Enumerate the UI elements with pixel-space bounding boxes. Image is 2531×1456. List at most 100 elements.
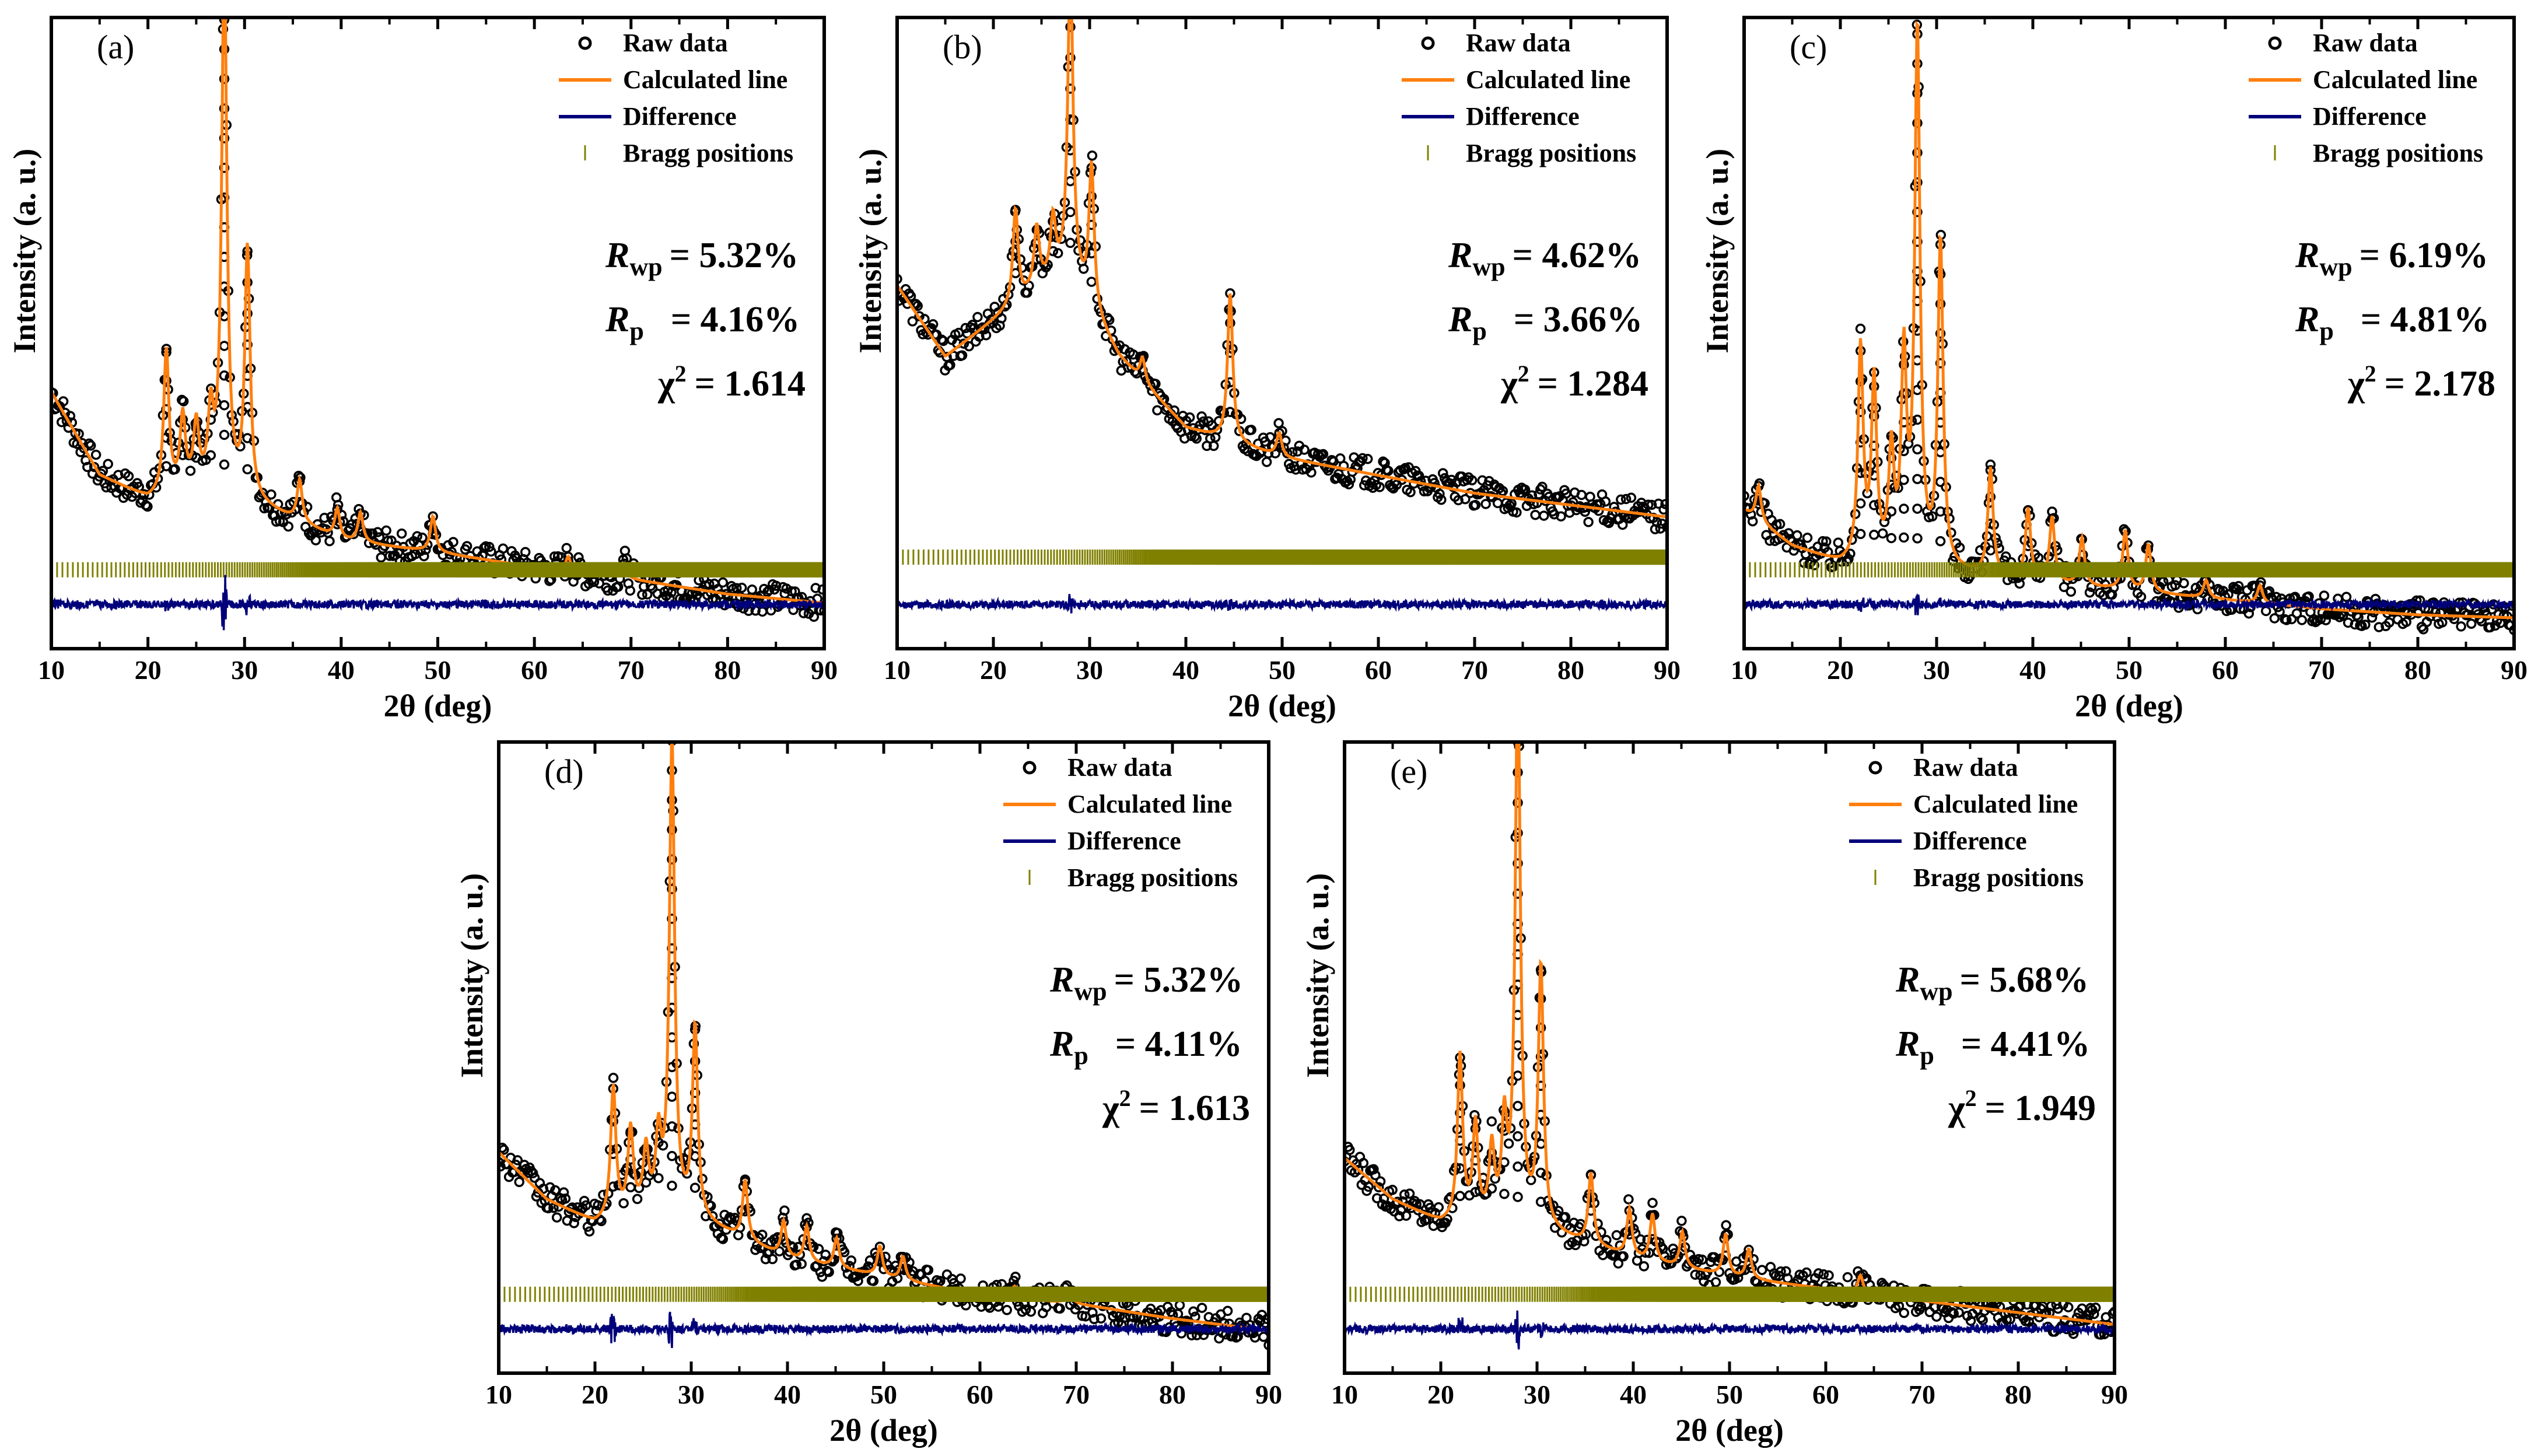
raw-data-point	[1065, 237, 1076, 249]
x-tick-label: 60	[521, 655, 548, 685]
raw-data-point	[461, 541, 472, 551]
legend-calculated-label: Calculated line	[2313, 65, 2477, 94]
raw-data-point	[324, 536, 335, 547]
x-tick-label: 80	[1557, 655, 1584, 685]
raw-data-point	[1658, 504, 1667, 515]
x-tick-label: 40	[2019, 655, 2046, 685]
raw-data-point	[618, 1198, 629, 1209]
raw-data-point	[1912, 474, 1923, 484]
raw-data-point	[957, 350, 968, 360]
raw-data-point	[242, 308, 253, 319]
raw-data-point	[1273, 418, 1284, 429]
rp-stat: Rp = 3.66%	[1448, 300, 1643, 345]
raw-data-point	[219, 133, 230, 144]
raw-data-point	[1912, 148, 1923, 158]
raw-data-point	[2509, 625, 2514, 635]
raw-data-point	[1196, 1303, 1207, 1313]
bragg-positions	[503, 1286, 1269, 1302]
raw-data-point	[1002, 1305, 1012, 1315]
raw-data-point	[161, 376, 171, 386]
x-tick-label: 20	[135, 655, 162, 685]
raw-data-point	[1985, 492, 1996, 502]
raw-data-point	[2297, 615, 2308, 625]
raw-data-point	[667, 1180, 677, 1191]
x-tick-label: 60	[2212, 655, 2239, 685]
raw-data-point	[1520, 484, 1531, 495]
raw-data-point	[85, 440, 96, 451]
raw-data-point	[707, 1211, 718, 1222]
raw-data-point	[1052, 248, 1063, 258]
raw-data-point	[1460, 494, 1471, 505]
raw-data-point	[1809, 560, 1820, 570]
raw-data-point	[781, 583, 792, 594]
raw-data-point	[2233, 580, 2244, 592]
raw-data-point	[1453, 495, 1464, 506]
fit-statistics: Rwp = 6.19% Rp = 4.81% χ2 = 2.178	[2295, 236, 2495, 404]
raw-data-point	[774, 1246, 785, 1256]
raw-data-point	[573, 552, 584, 563]
raw-data-point	[912, 300, 923, 312]
legend-raw-marker	[1421, 36, 1435, 50]
raw-data-point	[1626, 492, 1637, 503]
x-tick-label: 10	[1731, 655, 1758, 685]
raw-data-point	[1121, 356, 1132, 367]
raw-data-point	[625, 585, 636, 596]
raw-data-point	[1556, 511, 1566, 522]
raw-data-point	[1935, 536, 1946, 547]
raw-data-point	[667, 1151, 677, 1161]
raw-data-point	[161, 461, 171, 471]
chi2-stat: χ2 = 1.614	[657, 360, 806, 404]
raw-data-point	[1497, 486, 1508, 496]
raw-data-point	[667, 854, 677, 865]
raw-data-point	[798, 608, 809, 618]
raw-data-point	[219, 459, 230, 470]
raw-data-point	[1600, 496, 1611, 507]
raw-data-point	[625, 1182, 636, 1193]
raw-data-point	[786, 586, 797, 597]
raw-data-point	[1065, 83, 1076, 94]
x-tick-label: 90	[811, 655, 838, 685]
raw-data-point	[1383, 466, 1394, 476]
raw-data-point	[1225, 407, 1235, 418]
raw-data-point	[1020, 1304, 1031, 1315]
raw-data-point	[1537, 481, 1548, 492]
raw-data-point	[808, 611, 820, 622]
raw-data-point	[584, 1226, 595, 1237]
x-tick-label: 40	[1172, 655, 1199, 685]
raw-data-point	[512, 1155, 523, 1166]
raw-data-point	[1539, 510, 1549, 521]
raw-data-point	[310, 535, 321, 545]
raw-data-point	[1010, 1271, 1021, 1282]
raw-data-point	[242, 433, 253, 443]
raw-data-point	[1843, 554, 1854, 564]
raw-data-point	[178, 396, 189, 407]
panel-b: 10 20 30 40 50 60 70 80 90 2θ (deg) Intensity (a. …	[853, 16, 1681, 723]
raw-data-point	[1927, 511, 1938, 522]
raw-data-point	[381, 525, 391, 536]
raw-data-point	[1065, 52, 1076, 63]
legend-calculated-label: Calculated line	[623, 65, 787, 94]
bragg-dense-band	[457, 562, 824, 578]
x-tick-label: 50	[425, 655, 451, 685]
raw-data-point	[1191, 433, 1202, 444]
raw-data-point	[2001, 551, 2011, 562]
bragg-dense-band	[2148, 562, 2514, 578]
raw-data-point	[1086, 276, 1097, 287]
raw-data-point	[1233, 1331, 1243, 1342]
raw-data-point	[1662, 522, 1667, 533]
raw-data-point	[2437, 617, 2448, 628]
raw-data-point	[981, 330, 992, 341]
raw-data-point	[1405, 487, 1416, 498]
raw-data-point	[608, 1116, 619, 1126]
rp-stat: Rp = 4.81%	[2295, 300, 2490, 345]
difference-curve	[897, 594, 1667, 614]
raw-data-point	[1010, 236, 1021, 247]
raw-data-point	[1802, 533, 1813, 543]
raw-data-point	[907, 316, 918, 327]
raw-data-point	[2360, 620, 2371, 630]
raw-data-point	[1303, 459, 1313, 470]
raw-data-point	[689, 1087, 701, 1098]
raw-data-point	[1222, 1306, 1233, 1317]
raw-data-point	[1935, 328, 1946, 339]
